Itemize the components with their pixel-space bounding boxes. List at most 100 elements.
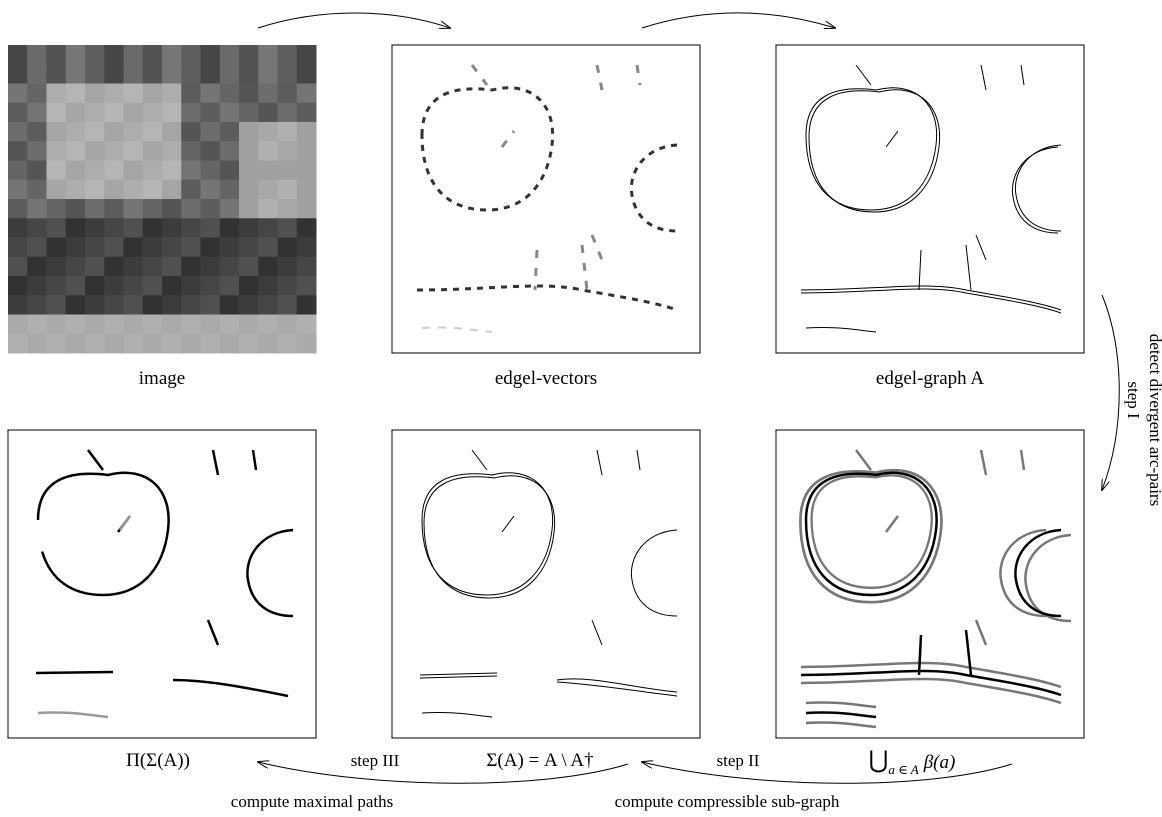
pixel: [297, 257, 317, 277]
pixel: [27, 180, 47, 200]
pixel: [27, 295, 47, 315]
pixel: [162, 84, 182, 104]
pixel: [297, 180, 317, 200]
pixel: [27, 103, 47, 123]
pixel: [104, 141, 124, 161]
pixel: [66, 276, 86, 296]
pixel: [181, 199, 201, 219]
pixel: [239, 64, 259, 84]
pixel: [220, 45, 240, 65]
pixel: [201, 161, 221, 181]
pixel: [297, 141, 317, 161]
pixel: [85, 257, 105, 277]
pixel: [239, 161, 259, 181]
pixel: [47, 161, 67, 181]
pixel: [278, 161, 298, 181]
pixel: [181, 295, 201, 315]
pixel: [85, 103, 105, 123]
pixel: [278, 276, 298, 296]
pixel: [181, 180, 201, 200]
pixel: [47, 295, 67, 315]
pixel: [124, 161, 144, 181]
step-arrow: [642, 762, 1012, 783]
pixel: [8, 315, 28, 335]
panel-caption: image: [139, 368, 185, 389]
pixel: [104, 84, 124, 104]
pixel: [27, 84, 47, 104]
union-symbol: ⋃: [869, 748, 889, 774]
pixel: [220, 295, 240, 315]
pixel: [143, 103, 163, 123]
pixel: [239, 218, 259, 238]
pixel: [27, 257, 47, 277]
pixel: [258, 64, 278, 84]
pixel: [143, 161, 163, 181]
pixel: [258, 199, 278, 219]
pixel: [220, 84, 240, 104]
pixel: [47, 64, 67, 84]
pixel: [220, 64, 240, 84]
pixel: [47, 315, 67, 335]
pixel: [124, 45, 144, 65]
pixel: [104, 45, 124, 65]
pixel: [297, 84, 317, 104]
pixel: [220, 315, 240, 335]
pixel: [297, 199, 317, 219]
union-term: β(a): [923, 752, 956, 773]
pixel: [201, 334, 221, 354]
pixel: [143, 315, 163, 335]
pixel: [124, 238, 144, 258]
panel: [776, 45, 1084, 353]
pixel: [124, 257, 144, 277]
pixel: [297, 64, 317, 84]
pixel: [85, 45, 105, 65]
pixel: [8, 45, 28, 65]
pixel: [297, 315, 317, 335]
pixel: [258, 180, 278, 200]
pixel: [85, 180, 105, 200]
pixel: [104, 257, 124, 277]
pixel: [258, 141, 278, 161]
pixel: [220, 103, 240, 123]
pixel: [104, 218, 124, 238]
pixel: [85, 141, 105, 161]
pixel: [143, 45, 163, 65]
pixel: [143, 238, 163, 258]
pixel: [143, 64, 163, 84]
pixel: [239, 238, 259, 258]
pixel: [201, 45, 221, 65]
pixel: [8, 199, 28, 219]
pixel: [124, 218, 144, 238]
pixel: [66, 257, 86, 277]
pixel: [239, 45, 259, 65]
step-description: detect divergent arc-pairs: [1146, 334, 1162, 506]
pixel: [47, 257, 67, 277]
pixel: [297, 218, 317, 238]
pixel: [47, 276, 67, 296]
pixel: [278, 45, 298, 65]
pixel: [162, 257, 182, 277]
pixel: [297, 295, 317, 315]
pixel: [47, 238, 67, 258]
pixel: [104, 64, 124, 84]
pixel: [47, 180, 67, 200]
pixel: [220, 180, 240, 200]
pixel: [297, 103, 317, 123]
pixel: [278, 218, 298, 238]
pixel: [162, 218, 182, 238]
pixel: [143, 141, 163, 161]
pixel: [258, 84, 278, 104]
pixel: [181, 238, 201, 258]
pixel: [239, 199, 259, 219]
pixel: [143, 295, 163, 315]
pixel: [85, 295, 105, 315]
pixel: [143, 199, 163, 219]
pixel: [143, 84, 163, 104]
pixel: [181, 276, 201, 296]
pixel: [47, 122, 67, 142]
pixel: [162, 315, 182, 335]
pixel: [8, 84, 28, 104]
pixel: [297, 122, 317, 142]
pixel: [181, 84, 201, 104]
